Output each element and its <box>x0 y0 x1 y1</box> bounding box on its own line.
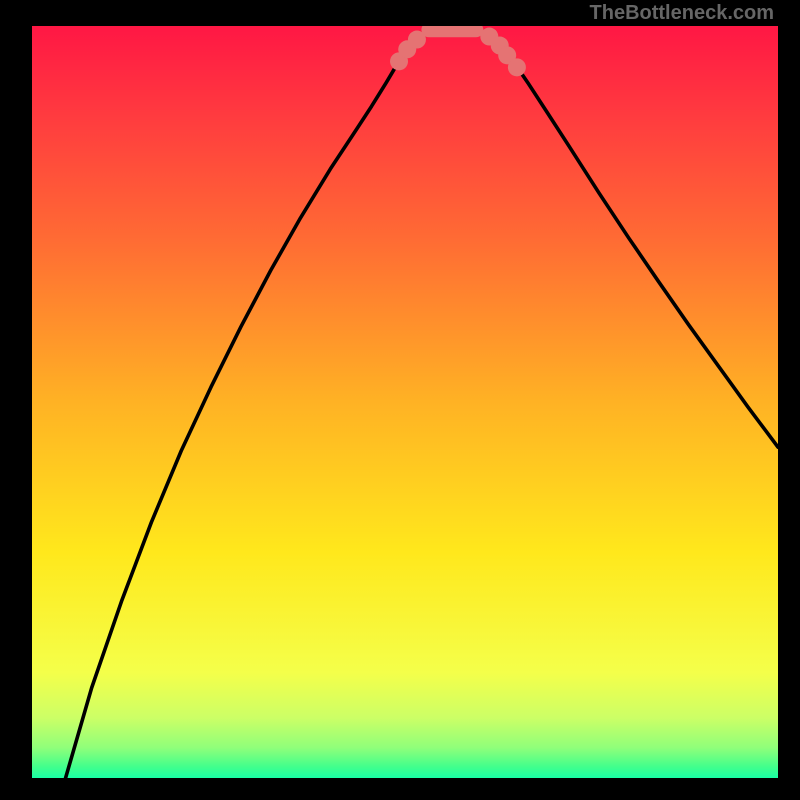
plot-area <box>32 26 778 778</box>
curve-marker <box>480 28 498 46</box>
curve-markers <box>390 28 526 77</box>
curve-marker <box>508 58 526 76</box>
curve-marker <box>390 52 408 70</box>
flat-marker-rect <box>421 26 483 37</box>
curve-marker <box>491 37 509 55</box>
curve-marker <box>398 40 416 58</box>
curve-marker <box>498 46 516 64</box>
flat-marker-segment <box>421 26 483 37</box>
bottleneck-curve <box>66 28 778 779</box>
curve-marker <box>408 31 426 49</box>
watermark-text: TheBottleneck.com <box>590 2 774 25</box>
chart-overlay <box>32 26 778 778</box>
chart-frame: TheBottleneck.com <box>0 0 800 800</box>
